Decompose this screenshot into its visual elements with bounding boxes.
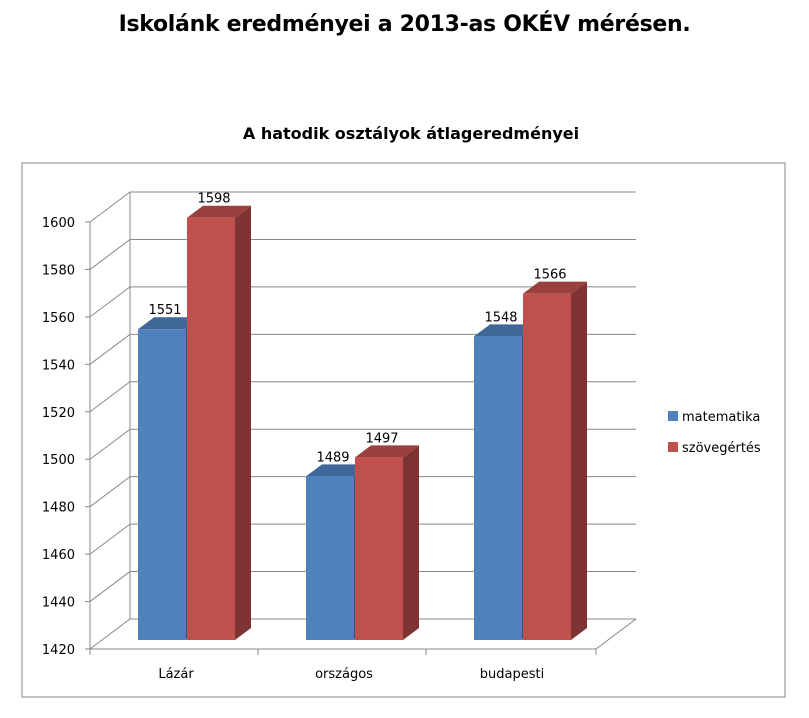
- x-tick-label: országos: [315, 667, 373, 682]
- gridline: [89, 238, 636, 270]
- legend-label: matematika: [682, 410, 760, 425]
- bar-side: [235, 205, 251, 640]
- bar-szövegértés: [523, 293, 571, 640]
- bar-top: [138, 317, 202, 330]
- gridline: [89, 571, 636, 602]
- bar-top: [355, 445, 419, 458]
- data-label: 1489: [316, 450, 349, 465]
- bar-matematika: [306, 476, 354, 640]
- bar-side: [571, 281, 587, 640]
- bar-side: [403, 445, 419, 640]
- y-tick-label: 1480: [42, 501, 75, 516]
- bar-matematika: [474, 336, 522, 640]
- legend-swatch: [668, 442, 678, 452]
- y-tick-label: 1600: [42, 216, 75, 231]
- legend-swatch: [668, 411, 678, 421]
- y-tick-label: 1520: [42, 406, 75, 421]
- gridline: [89, 523, 636, 555]
- chart-title: A hatodik osztályok átlageredményei: [243, 124, 579, 143]
- bar-top: [474, 324, 538, 337]
- gridline: [89, 476, 636, 508]
- bar-top: [306, 464, 370, 477]
- gridline: [89, 286, 636, 318]
- y-tick-label: 1440: [42, 596, 75, 611]
- y-tick-label: 1540: [42, 358, 75, 373]
- gridline: [89, 191, 636, 223]
- data-label: 1566: [533, 268, 566, 283]
- y-tick-label: 1580: [42, 263, 75, 278]
- bar-szövegértés: [187, 217, 235, 640]
- y-tick-label: 1500: [42, 453, 75, 468]
- gridline: [89, 618, 636, 650]
- data-label: 1548: [484, 310, 517, 325]
- y-tick-label: 1460: [42, 548, 75, 563]
- bar-top: [187, 205, 251, 218]
- page-title: Iskolánk eredményei a 2013-as OKÉV mérés…: [118, 12, 691, 37]
- gridline: [89, 428, 636, 460]
- bar-matematika: [138, 329, 186, 640]
- gridline: [89, 333, 636, 365]
- x-tick-label: budapesti: [480, 667, 544, 682]
- y-tick-label: 1420: [42, 643, 75, 658]
- y-tick-label: 1560: [42, 311, 75, 326]
- x-tick-label: Lázár: [158, 667, 194, 682]
- bar-top: [523, 281, 587, 294]
- gridline: [89, 381, 636, 413]
- legend-label: szövegértés: [682, 441, 761, 456]
- data-label: 1551: [148, 303, 181, 318]
- data-label: 1497: [365, 431, 398, 446]
- data-label: 1598: [197, 192, 230, 207]
- bar-szövegértés: [355, 457, 403, 640]
